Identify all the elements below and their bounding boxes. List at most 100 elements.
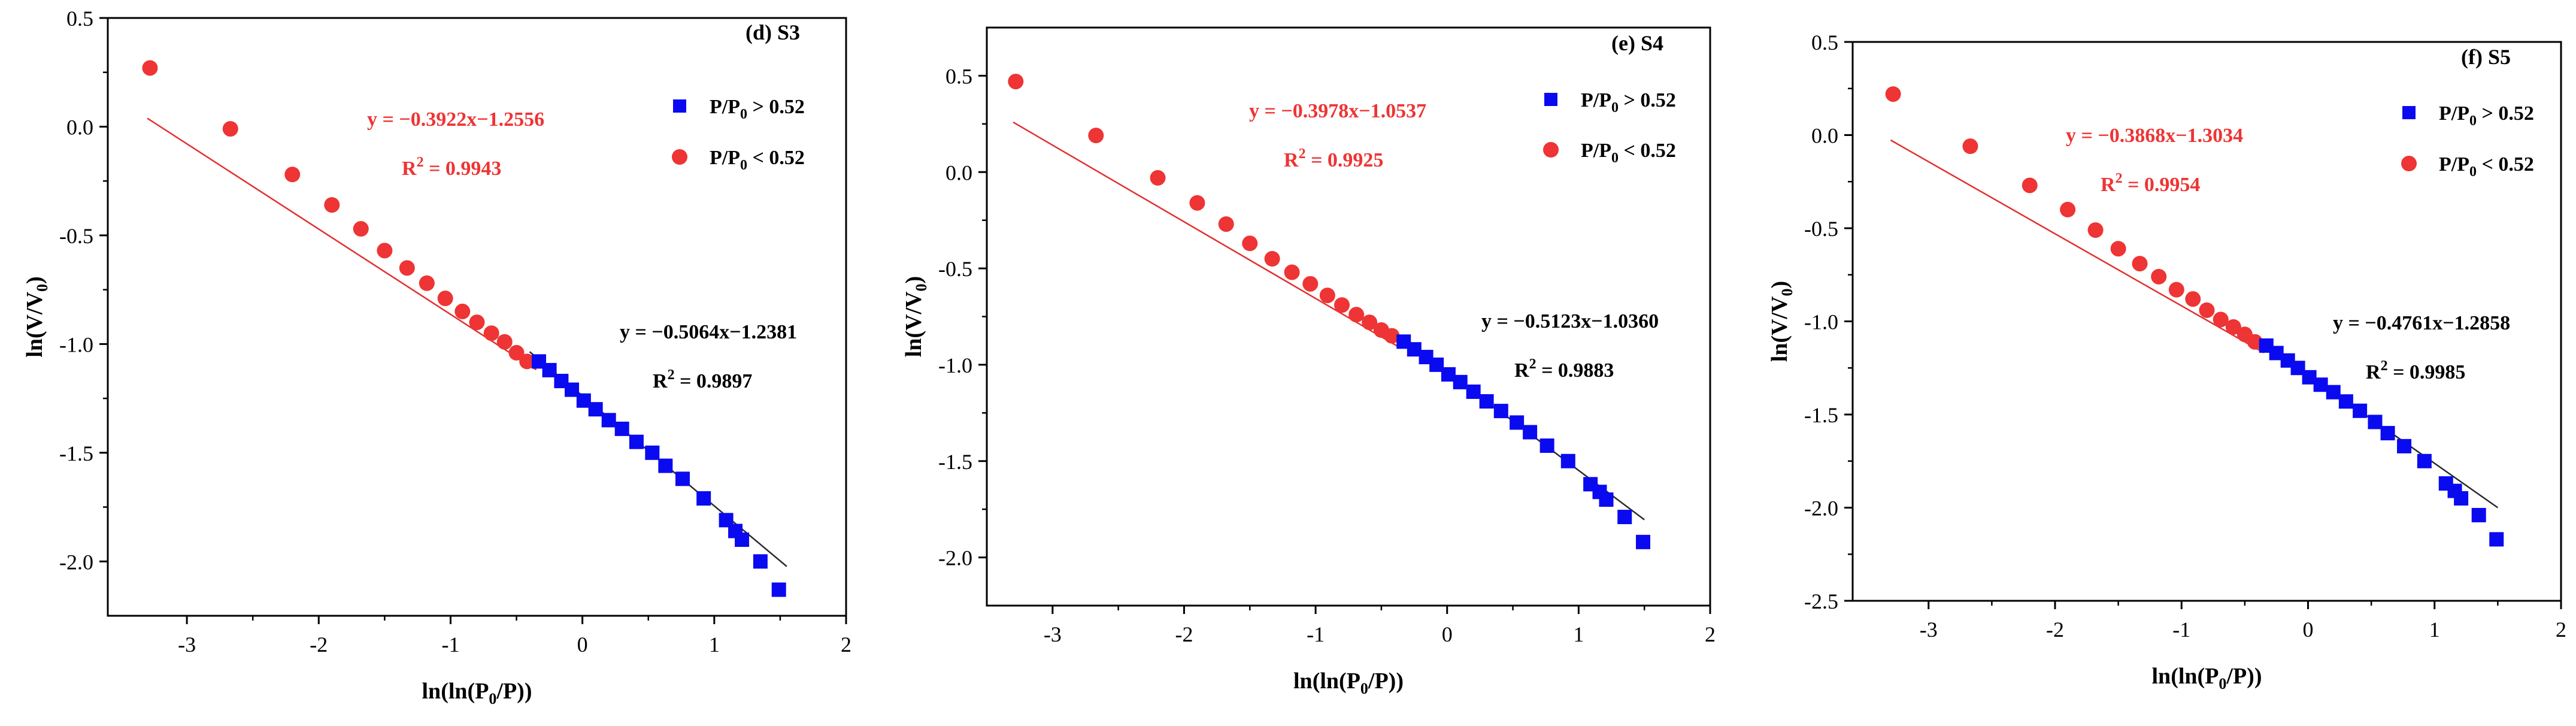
x-axis-title-sub: 0 [2219, 675, 2226, 692]
data-point-square [1617, 510, 1632, 525]
y-tick-label: 0.5 [66, 7, 93, 31]
data-point-square [1479, 394, 1494, 409]
legend-label-part: < 0.52 [1619, 140, 1676, 162]
x-tick-label: 2 [1705, 622, 1716, 646]
data-point-square [1560, 453, 1575, 468]
y-tick-label: -2.0 [59, 550, 93, 574]
x-tick-label: 2 [841, 633, 851, 657]
chart-panel-2: -3 -2 -1 0 1 20.50.0-0.5-1.0-1.5-2.0ln(ln(P0/… [901, 26, 1716, 697]
fit-line-low [1013, 121, 1402, 349]
data-point-circle [1962, 138, 1978, 155]
x-tick-label: -1 [1307, 622, 1325, 646]
fit-line-low [1890, 139, 2265, 353]
r-squared-value: = 0.9985 [2388, 361, 2466, 383]
y-tick-label: -2.5 [1804, 589, 1838, 613]
data-point-square [1539, 438, 1554, 453]
fit-equation: y = −0.5064x−1.2381 [620, 321, 797, 343]
legend-label-sub: 0 [740, 107, 747, 122]
fit-r-squared: R2 = 0.9985 [2366, 358, 2465, 383]
r-squared-value: = 0.9943 [424, 158, 502, 180]
legend-label: P/P0 > 0.52 [710, 96, 805, 122]
x-tick-label: -3 [1044, 622, 1062, 646]
x-axis-title-part: ln(ln(P [1293, 668, 1360, 694]
fit-equation: y = −0.4761x−1.2858 [2333, 312, 2510, 334]
y-tick-label: -1.0 [1804, 310, 1838, 334]
fit-equation: y = −0.3922x−1.2556 [367, 108, 544, 131]
data-point-square [614, 421, 629, 436]
x-axis-title: ln(ln(P0/P)) [1293, 668, 1404, 697]
fit-r-squared: R2 = 0.9883 [1514, 356, 1614, 382]
r-squared-superscript: 2 [2381, 358, 2388, 374]
x-axis-title: ln(ln(P0/P)) [422, 679, 532, 707]
data-point-circle [353, 221, 369, 237]
data-point-square [2489, 532, 2504, 547]
y-axis-title-part: ) [22, 276, 47, 284]
data-point-square [2417, 453, 2432, 468]
x-tick-label: 0 [2303, 618, 2314, 642]
legend-label: P/P0 < 0.52 [1581, 140, 1676, 166]
legend-marker-square [1544, 93, 1557, 106]
x-axis-title-part: /P)) [496, 679, 532, 704]
data-point-circle [1348, 307, 1365, 323]
x-tick-label: 0 [577, 633, 588, 657]
data-point-square [1510, 415, 1525, 430]
series-low-pressure [1885, 86, 2263, 350]
x-axis-title-part: ln(ln(P [422, 679, 489, 704]
data-point-square [601, 413, 616, 428]
data-point-square [1493, 404, 1508, 419]
x-tick-label: 0 [1442, 622, 1453, 646]
series-high-pressure [1396, 334, 1650, 549]
data-point-circle [2087, 222, 2104, 238]
y-axis-title-part: ln(V/V [22, 291, 47, 357]
data-point-circle [1319, 288, 1335, 304]
fit-equation: y = −0.3868x−1.3034 [2066, 125, 2243, 147]
data-point-circle [284, 167, 301, 183]
r-squared-label: R [2101, 174, 2116, 196]
fit-r-squared: R2 = 0.9954 [2101, 171, 2200, 196]
data-point-square [696, 491, 711, 506]
y-tick-label: -0.5 [938, 257, 972, 281]
data-point-circle [1284, 264, 1300, 280]
y-tick-label: -1.5 [1804, 403, 1838, 427]
data-point-circle [1264, 251, 1280, 267]
fit-r-squared: R2 = 0.9943 [402, 155, 501, 180]
r-squared-value: = 0.9883 [1536, 359, 1614, 382]
legend: P/P0 > 0.52P/P0 < 0.52 [2401, 102, 2534, 180]
data-point-circle [483, 325, 499, 341]
x-tick-label: -1 [441, 633, 459, 657]
series-low-pressure [142, 60, 535, 370]
y-axis-title-sub: 0 [913, 283, 930, 291]
data-point-square [1523, 425, 1538, 440]
data-point-circle [2132, 256, 2148, 272]
y-tick-label: -1.5 [938, 450, 972, 474]
series-low-pressure [1008, 74, 1400, 344]
legend: P/P0 > 0.52 P/P0 < 0.52 [672, 96, 805, 173]
y-tick-label: -2.0 [938, 546, 972, 570]
data-point-circle [469, 314, 485, 331]
data-point-square [645, 445, 660, 460]
legend-label-part: P/P [2439, 153, 2469, 176]
y-axis-title-part: ) [901, 276, 926, 284]
y-axis-title-part: ln(V/V [1767, 296, 1792, 362]
r-squared-superscript: 2 [1299, 146, 1306, 162]
legend-label-sub: 0 [740, 158, 747, 173]
data-point-circle [2022, 177, 2038, 193]
legend-label-sub: 0 [2469, 113, 2477, 129]
data-point-circle [2225, 319, 2241, 335]
x-tick-label: 2 [2556, 618, 2566, 642]
legend-label-sub: 0 [2469, 164, 2477, 180]
data-point-circle [1242, 235, 1258, 252]
data-point-square [1466, 384, 1481, 399]
r-squared-superscript: 2 [2116, 171, 2123, 186]
data-point-square [658, 458, 673, 473]
data-point-circle [324, 197, 340, 213]
legend-label-part: > 0.52 [2477, 102, 2534, 125]
legend-label: P/P0 < 0.52 [710, 147, 805, 173]
data-point-circle [437, 291, 453, 307]
legend-marker-circle [2401, 156, 2417, 171]
series-high-pressure [531, 354, 786, 597]
data-point-square [2338, 394, 2353, 409]
panel-label: (d) S3 [745, 20, 800, 44]
legend-label-part: P/P [2439, 102, 2469, 125]
